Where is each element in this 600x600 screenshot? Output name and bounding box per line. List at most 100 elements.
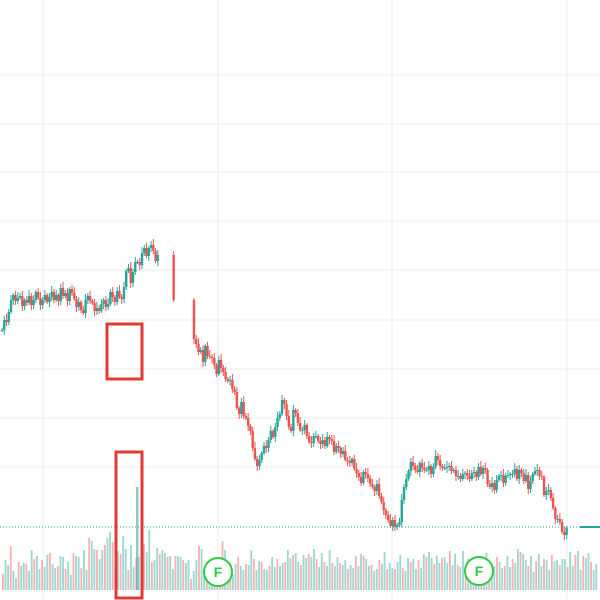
volume-bar [394,569,396,590]
volume-bar [503,566,506,590]
candle-body [337,446,340,448]
candle-body [204,346,207,362]
candle-body [50,292,53,297]
candle-body [319,441,322,444]
candle-body [450,466,453,471]
volume-bar [83,550,85,590]
candle-body [102,300,105,304]
candle-body [21,296,24,306]
volume-bar [103,545,106,590]
candle-body [27,296,31,303]
volume-bar [242,570,245,590]
candle-body [377,484,381,496]
candle-body [287,416,291,427]
volume-bar [77,557,80,590]
candle-body [305,425,309,436]
volume-bar [347,569,349,590]
candle-body [479,467,483,474]
volume-bar [307,554,310,590]
candle-body [556,519,559,520]
candle-body [246,418,250,426]
volume-bar [422,554,425,590]
candle-body [106,304,110,307]
candle-body [436,456,440,460]
volume-bar [553,561,556,590]
volume-bar [527,566,530,590]
candle-body [122,287,126,299]
volume-bar [438,563,441,590]
candle-body [481,468,485,474]
volume-bar [456,565,459,590]
candle-body [242,402,245,416]
candle-body [495,480,498,490]
candle-body [416,470,419,472]
volume-bar [271,557,274,590]
candle-body [502,475,505,483]
volume-bar [320,553,323,590]
volume-bar [4,560,7,590]
candle-body [554,508,557,519]
candle-body [400,500,403,522]
volume-bar [420,568,423,590]
candle-body [235,392,239,408]
candle-body [549,490,553,498]
candle-body [172,255,175,300]
volume-bar [493,566,496,590]
candle-body [12,295,15,300]
candle-body [454,470,458,476]
volume-bar [378,560,381,590]
candle-body [511,474,514,475]
candle-body [420,463,424,468]
volume-bars [2,487,598,590]
volume-bar [294,553,297,590]
volume-bar [362,556,365,590]
candle-body [64,293,67,296]
volume-bar [370,565,373,590]
candle-body [470,473,473,479]
candle-body [61,288,65,296]
volume-bar [98,559,101,590]
volume-bar [349,565,352,590]
candle-body [199,350,202,352]
candle-body [355,469,358,473]
candle-body [375,484,379,491]
volume-bar [550,555,553,590]
candle-body [271,431,275,437]
volume-bar [425,557,428,590]
earnings-badge [203,557,233,587]
candle-body [5,320,8,322]
candle-body [542,477,546,495]
volume-bar [200,549,203,590]
volume-bar [300,565,302,590]
candle-body [560,522,564,532]
volume-bar [357,566,360,590]
last-price-marker [580,526,600,528]
candle-body [438,460,442,466]
candle-body [57,295,60,301]
candle-body [429,466,433,474]
candle-body [425,470,428,471]
candle-body [296,413,300,423]
volume-bar [530,556,532,590]
candle-body [359,477,363,483]
candle-body [490,483,494,487]
volume-bar [49,553,51,590]
candle-body [249,426,252,431]
candle-body [68,289,71,301]
volume-bar [190,579,193,590]
volume-bar [127,570,130,590]
candle-body [260,453,263,460]
candle-body [129,268,132,283]
candle-body [149,245,153,248]
volume-bar [132,567,135,590]
candle-body [506,475,510,476]
volume-bar [177,556,179,590]
volume-bar [365,559,368,590]
candle-body [414,466,417,470]
candle-body [43,295,47,300]
volume-bar [441,558,443,590]
